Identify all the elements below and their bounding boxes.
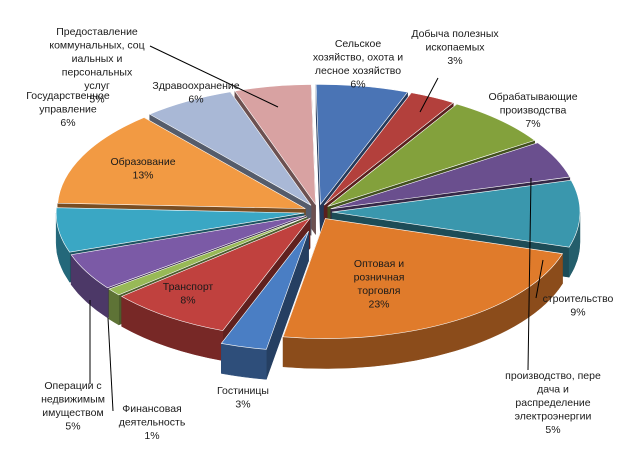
data-label: Оптовая и розничная торговля 23%	[354, 258, 405, 311]
data-label: Образование 13%	[110, 156, 175, 182]
pie-slice	[282, 218, 563, 339]
pie-slice	[234, 84, 316, 206]
pie-slice	[108, 216, 308, 296]
data-label: Предоставление коммунальных, соц иальных и…	[49, 26, 144, 106]
pie-slice	[315, 84, 409, 206]
leader-line	[107, 317, 114, 412]
pie-slice	[323, 92, 454, 206]
pie-slice	[55, 207, 305, 253]
pie-slice	[327, 103, 536, 207]
pie-slice	[330, 142, 571, 210]
data-label: производство, пере дача и распределение эле…	[505, 370, 601, 436]
data-label: Здравоохранение 6%	[152, 80, 239, 106]
pie-slice	[220, 230, 309, 350]
data-label: Гостиницы 3%	[217, 385, 269, 411]
leader-line	[419, 77, 439, 113]
pie-slice	[70, 215, 306, 289]
pie-slice	[331, 179, 581, 248]
pie-slice	[148, 91, 312, 206]
data-label: Транспорт 8%	[163, 281, 214, 307]
data-label: Государственное управление 6%	[26, 90, 110, 129]
pie-slice	[120, 217, 311, 331]
leader-line	[527, 177, 532, 371]
data-label: строительство 9%	[543, 293, 614, 319]
data-label: Сельское хозяйство, охота и лесное хозяйст…	[313, 38, 403, 91]
pie-slice	[57, 117, 306, 209]
data-label: Обрабатывающие производства 7%	[488, 91, 577, 130]
leader-lines	[89, 45, 544, 412]
slice-top-layer	[55, 84, 581, 350]
data-label: Операции с недвижимым имуществом 5%	[41, 380, 105, 433]
data-label: Добыча полезных ископаемых 3%	[411, 28, 499, 67]
slice-labels: Сельское хозяйство, охота и лесное хозяйст…	[26, 26, 613, 442]
leader-line	[535, 259, 544, 299]
data-label: Финансовая деятельность 1%	[119, 403, 186, 442]
leader-line	[149, 45, 279, 108]
